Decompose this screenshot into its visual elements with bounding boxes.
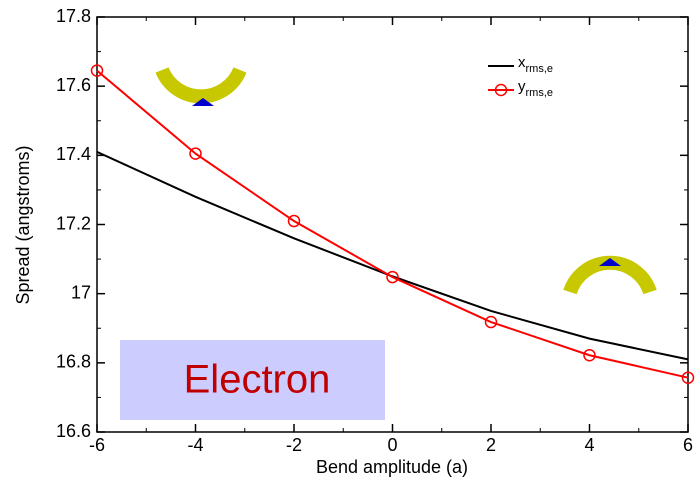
data-point [583, 348, 596, 362]
x-tick-label: -6 [89, 435, 105, 455]
legend-label: xrms,e [518, 54, 553, 75]
data-point [287, 214, 301, 228]
y-tick-label: 17.4 [56, 144, 91, 164]
x-tick-label: -2 [286, 435, 302, 455]
y-tick-label: 16.6 [56, 421, 91, 441]
data-point [681, 371, 695, 384]
y-tick-label: 17.2 [56, 213, 91, 233]
x-tick-label: 0 [387, 435, 397, 455]
y-tick-label: 17.8 [56, 6, 91, 26]
y-tick-label: 16.8 [56, 352, 91, 372]
data-point [386, 270, 399, 284]
x-tick-label: 2 [486, 435, 496, 455]
plot-frame [96, 16, 689, 433]
icon-triangle [192, 98, 214, 106]
legend-label: yrms,e [518, 78, 553, 99]
x-tick-label: 6 [683, 435, 693, 455]
annotation: Electron [184, 358, 331, 402]
data-point [484, 315, 498, 329]
icon-triangle [599, 258, 621, 266]
y-tick-label: 17.6 [56, 75, 91, 95]
y-axis-title: Spread (angstroms) [13, 145, 33, 304]
x-axis-title: Bend amplitude (a) [316, 457, 468, 477]
legend-subscript: rms,e [526, 63, 554, 75]
data-point [189, 147, 202, 160]
legend-name: y [518, 78, 526, 95]
series-line [96, 150, 689, 361]
data-point [90, 64, 104, 77]
icon-arc [155, 67, 247, 104]
legend-subscript: rms,e [526, 87, 554, 99]
legend-marker [494, 83, 508, 97]
legend-name: x [518, 54, 526, 71]
x-tick-label: -4 [187, 435, 203, 455]
y-tick-label: 17 [71, 282, 91, 302]
x-tick-label: 4 [584, 435, 594, 455]
icon-arc [563, 255, 657, 295]
annotation-box [120, 340, 385, 420]
series-line [96, 69, 689, 379]
